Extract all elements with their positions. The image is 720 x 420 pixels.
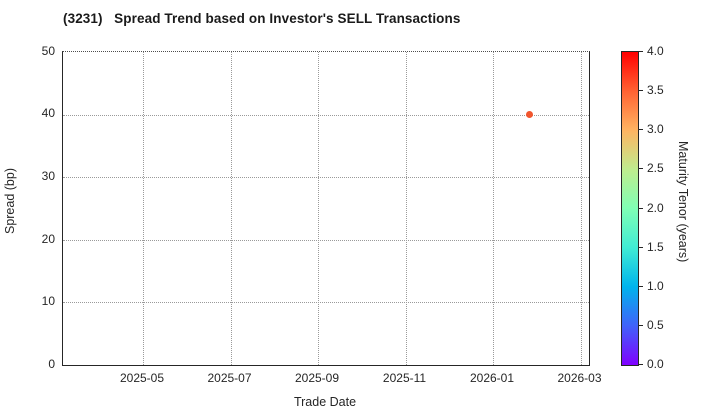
colorbar-tick (639, 90, 643, 92)
gridline-v-2025-07 (230, 52, 232, 365)
chart-title: (3231) Spread Trend based on Investor's … (63, 11, 461, 26)
gridline-v-2026-01 (493, 52, 494, 365)
cbar-label-3.5: 3.5 (647, 83, 664, 98)
colorbar-tick (639, 364, 643, 365)
cbar-label-2.5: 2.5 (647, 161, 664, 176)
gridline-v-2025-05 (143, 52, 144, 365)
gridline-h-40 (63, 114, 589, 116)
colorbar-tick (639, 324, 643, 326)
gridline-h-20 (63, 239, 589, 241)
y-axis-label: Spread (bp) (3, 168, 17, 235)
xtick-2025-11: 2025-11 (382, 371, 427, 385)
gridline-v-2026-03 (580, 52, 582, 365)
cbar-label-2.0: 2.0 (647, 200, 664, 215)
scatter-point (525, 111, 533, 119)
xtick-2025-09: 2025-09 (294, 371, 340, 385)
colorbar-gradient (621, 51, 639, 366)
colorbar-tick (639, 129, 643, 131)
ytick-20: 20 (41, 232, 55, 246)
cbar-label-0.0: 0.0 (647, 357, 664, 371)
colorbar-tick (639, 51, 643, 52)
ytick-30: 30 (41, 169, 55, 183)
ytick-40: 40 (41, 106, 55, 120)
colorbar-axis-label: Maturity Tenor (years) (676, 141, 690, 263)
gridline-h-30 (63, 177, 589, 179)
cbar-label-0.5: 0.5 (647, 317, 664, 332)
xtick-2026-01: 2026-01 (469, 371, 515, 385)
cbar-label-1.5: 1.5 (647, 239, 664, 254)
plot-area (62, 51, 590, 366)
gridline-v-2025-09 (318, 52, 319, 365)
colorbar-tick (639, 168, 643, 170)
colorbar-tick (639, 285, 643, 287)
cbar-label-3.0: 3.0 (647, 122, 664, 137)
ytick-0: 0 (48, 357, 55, 371)
x-axis-label: Trade Date (293, 395, 357, 409)
cbar-label-1.0: 1.0 (647, 278, 664, 293)
xtick-2025-07: 2025-07 (207, 371, 252, 385)
gridline-h-10 (63, 302, 589, 304)
ytick-10: 10 (41, 294, 55, 308)
cbar-label-4.0: 4.0 (647, 44, 664, 58)
colorbar-tick (639, 246, 643, 248)
colorbar-tick (639, 207, 643, 209)
ytick-50: 50 (41, 44, 55, 58)
gridline-v-2025-11 (405, 52, 407, 365)
xtick-2025-05: 2025-05 (119, 371, 165, 385)
xtick-2026-03: 2026-03 (557, 371, 602, 385)
